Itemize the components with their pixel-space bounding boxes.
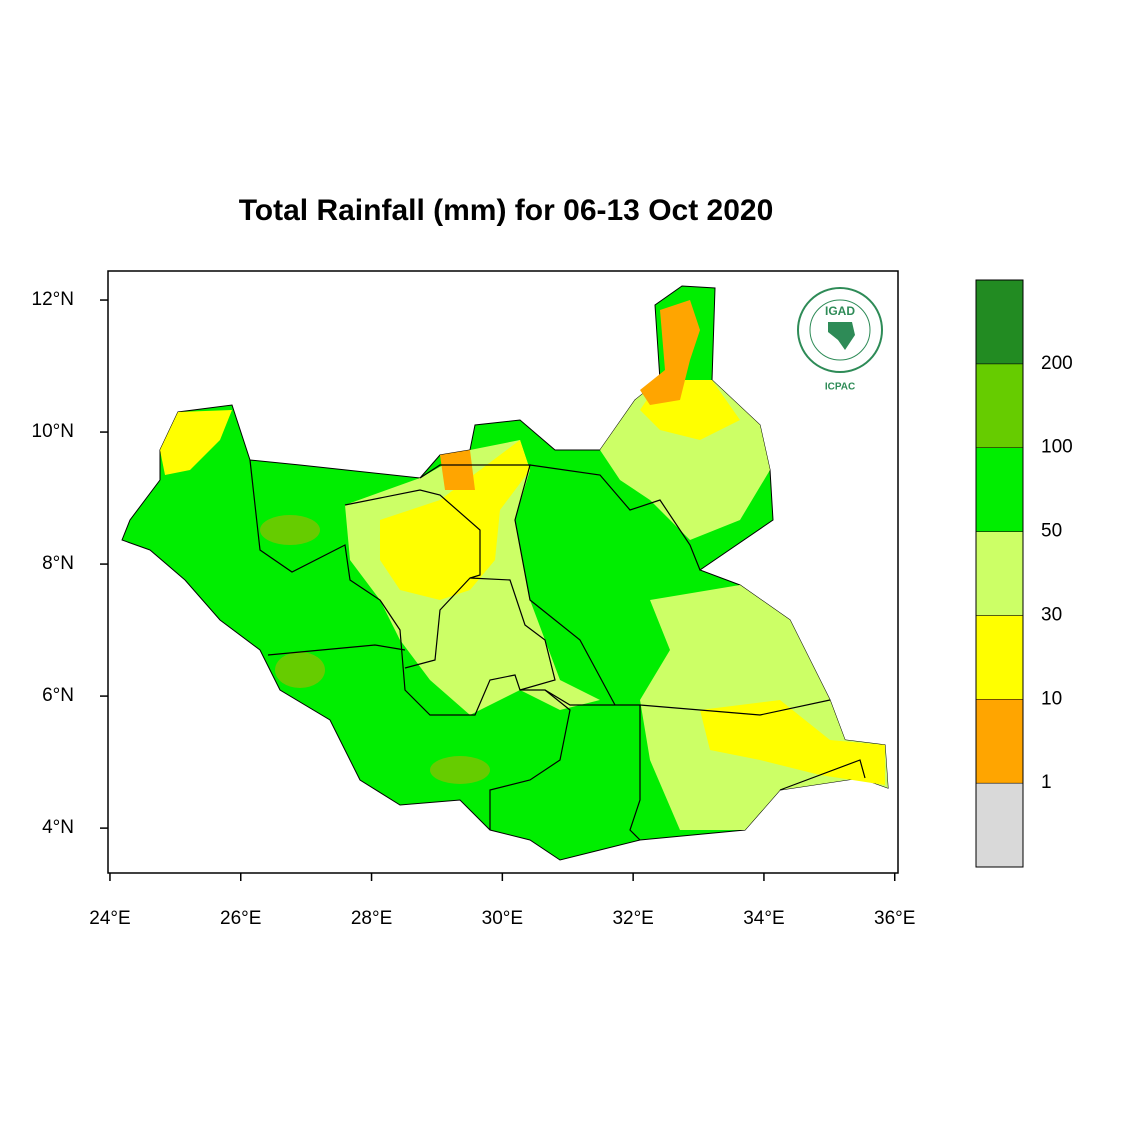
axes: 24°E 26°E 28°E 30°E 32°E 34°E 36°E 4°N 6°N 8°N 10°… (32, 289, 916, 929)
logo-name: IGAD (825, 304, 855, 318)
colorbar-label: 1 (1041, 772, 1052, 793)
colorbar-frame (975, 279, 1024, 868)
dark-green-patch (275, 652, 325, 688)
admin-border (779, 759, 866, 791)
x-tick-label: 24°E (89, 908, 130, 929)
map-area (121, 285, 889, 861)
colorbar-bin (975, 782, 1024, 868)
admin-border (344, 489, 481, 669)
colorbar-bin (975, 531, 1024, 616)
dark-green-patch (260, 515, 320, 545)
y-tick-label: 8°N (42, 553, 74, 574)
admin-border (419, 464, 616, 706)
colorbar-bin (975, 279, 1024, 365)
admin-border (267, 644, 406, 656)
x-tick-label: 34°E (743, 908, 784, 929)
x-tick-label: 28°E (351, 908, 392, 929)
x-tick-label: 26°E (220, 908, 261, 929)
orange-zone (440, 450, 475, 490)
map-title: Total Rainfall (mm) for 06-13 Oct 2020 (239, 194, 774, 227)
admin-border (249, 459, 831, 716)
logo-icon (828, 322, 855, 350)
logo-ring (809, 299, 871, 361)
colorbar-label: 30 (1041, 604, 1062, 625)
admin-border (469, 577, 556, 691)
colorbar-bin (975, 699, 1024, 784)
orange-zone (640, 300, 700, 405)
colorbar-bin (975, 447, 1024, 532)
colorbar: 1 10 30 50 100 200 (975, 279, 1073, 868)
y-tick-label: 12°N (32, 289, 74, 310)
yellow-zone (160, 410, 232, 475)
logo: IGAD ICPAC (797, 287, 883, 393)
admin-border (529, 464, 701, 571)
dark-green-patch (430, 756, 490, 784)
colorbar-label: 100 (1041, 437, 1073, 458)
colorbar-label: 10 (1041, 688, 1062, 709)
yellow-zone (700, 700, 885, 785)
y-tick-label: 10°N (32, 421, 74, 442)
yellow-zone (380, 440, 530, 600)
admin-border (489, 689, 571, 830)
admin-border (629, 705, 641, 841)
colorbar-bin (975, 615, 1024, 700)
logo-org: ICPAC (825, 382, 855, 393)
y-tick-label: 6°N (42, 685, 74, 706)
y-tick-label: 4°N (42, 817, 74, 838)
colorbar-label: 200 (1041, 353, 1073, 374)
colorbar-bin (975, 363, 1024, 448)
x-tick-label: 36°E (874, 908, 915, 929)
x-tick-label: 30°E (482, 908, 523, 929)
colorbar-label: 50 (1041, 521, 1062, 542)
x-tick-label: 32°E (612, 908, 653, 929)
